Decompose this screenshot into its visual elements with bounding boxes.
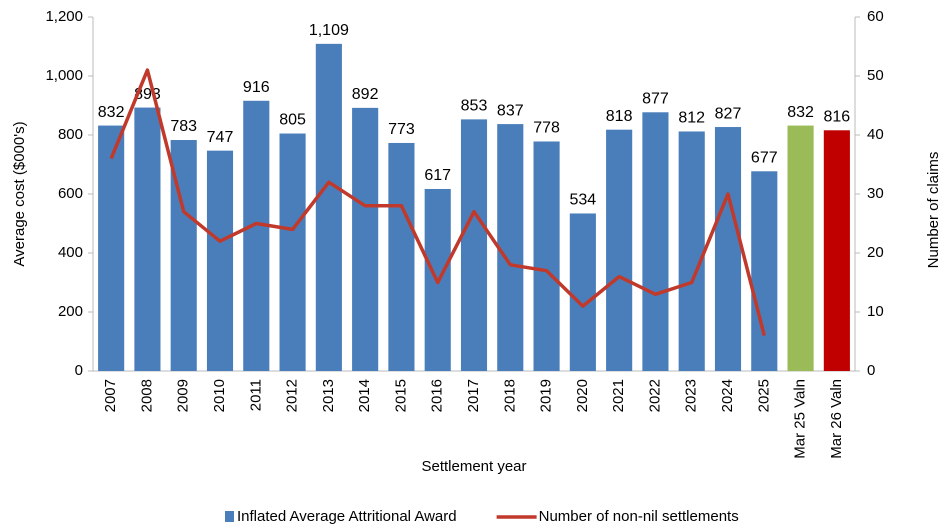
data-label: 916 [243,79,270,96]
data-label: 877 [642,91,669,108]
data-label: 677 [751,150,778,167]
x-tick-label: 2015 [392,379,409,412]
x-tick-label: 2019 [538,379,555,412]
x-tick-label: 2011 [247,379,264,411]
x-tick-label: 2020 [574,379,591,412]
y-tick-label: 200 [58,303,83,320]
x-tick-label: 2007 [102,379,119,412]
x-tick-label: 2021 [610,379,627,412]
data-label: 778 [533,120,560,137]
bar [533,141,560,371]
x-tick-label: 2022 [646,379,663,412]
data-label: 818 [606,108,633,125]
x-tick-label: 2016 [429,379,446,412]
bar [243,100,270,371]
bar [98,125,125,371]
bar [678,131,705,371]
data-label: 853 [461,98,488,115]
data-label: 805 [279,112,306,129]
y2-tick-label: 30 [867,185,884,202]
bar [206,150,234,371]
bar [460,119,488,372]
bar [606,129,633,371]
data-label: 617 [424,167,451,184]
bar [714,127,742,371]
line [109,68,766,337]
data-label: 832 [787,104,814,121]
data-label: 747 [207,129,234,146]
bar [352,107,379,372]
bar [279,133,306,371]
x-tick-label: 2008 [138,379,155,412]
x-tick-label: 2013 [320,379,337,412]
data-label: 816 [824,108,851,125]
data-label: 534 [570,192,597,209]
legend-swatch [225,511,234,522]
bar [315,43,342,371]
y-tick-label: 600 [58,185,83,202]
bar [823,130,850,371]
bar [497,124,524,372]
bar [134,107,161,371]
y-axis-label: Average cost ($000's) [11,121,28,266]
x-tick-label: Mar 26 Valn [828,379,845,459]
bar [642,112,669,371]
x-tick-label: 2024 [719,379,736,412]
data-label: 837 [497,102,524,119]
data-label: 812 [678,110,705,127]
x-tick-label: Mar 25 Valn [792,379,809,459]
y-tick-label: 400 [58,244,83,261]
y2-tick-label: 40 [867,126,884,143]
y-tick-label: 1,000 [45,67,83,84]
bar [787,125,814,371]
data-label: 773 [388,121,415,138]
bar [569,213,596,371]
x-tick-label: 2023 [683,379,700,412]
x-tick-label: 2017 [465,379,482,412]
data-label: 832 [98,104,125,121]
legend-label: Number of non-nil settlements [539,508,739,525]
data-label: 783 [170,118,197,135]
y2-tick-label: 10 [867,303,884,320]
data-label: 892 [352,86,379,103]
y2-tick-label: 0 [867,362,875,379]
x-tick-label: 2009 [175,379,192,412]
x-tick-label: 2025 [755,379,772,412]
y-tick-label: 800 [58,126,83,143]
data-label: 1,109 [309,22,349,39]
y-tick-label: 0 [75,362,83,379]
y2-tick-label: 60 [867,8,884,25]
bar [388,142,415,371]
y-tick-label: 1,200 [45,8,83,25]
x-tick-label: 2014 [356,379,373,412]
y2-axis-label: Number of claims [925,152,942,269]
x-tick-label: 2012 [284,379,301,412]
y2-tick-label: 50 [867,67,884,84]
bar [751,171,778,371]
x-tick-label: 2010 [211,379,228,412]
x-tick-label: 2018 [501,379,518,412]
legend-label: Inflated Average Attritional Award [237,508,457,525]
y2-tick-label: 20 [867,244,884,261]
x-axis-label: Settlement year [421,458,526,475]
data-label: 827 [715,105,742,122]
